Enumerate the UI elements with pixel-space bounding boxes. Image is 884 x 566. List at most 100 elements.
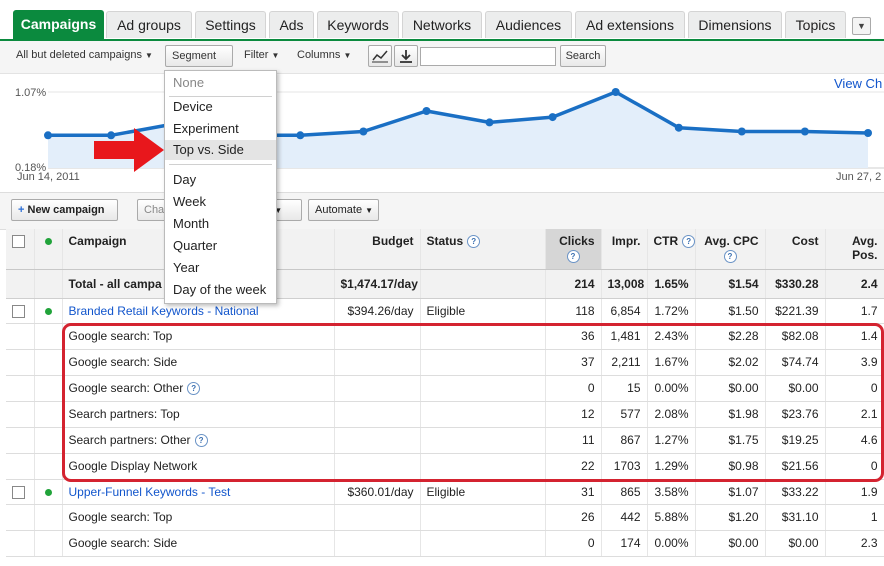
help-icon[interactable]: ?	[194, 434, 208, 448]
graph-toggle-button[interactable]	[368, 45, 392, 67]
row-checkbox[interactable]	[12, 304, 25, 318]
header-clicks[interactable]: Clicks?	[545, 229, 602, 270]
chart-data-point[interactable]	[359, 127, 368, 136]
header-avg-cpc[interactable]: Avg. CPC?	[695, 229, 766, 270]
row-cost: $221.39	[765, 298, 826, 324]
row-impr: 442	[601, 504, 648, 531]
segment-option-quarter[interactable]: Quarter	[173, 238, 218, 253]
row-name-text: Branded Retail Keywords - National	[68, 303, 259, 318]
row-pos: 0	[825, 453, 884, 480]
segment-option-top-vs-side[interactable]: Top vs. Side	[165, 140, 276, 160]
y-axis-bottom-label: 0.18%	[15, 162, 47, 174]
row-ctr: 1.27%	[647, 427, 696, 454]
chart-data-point[interactable]	[674, 123, 683, 132]
row-pos: 3.9	[825, 349, 884, 376]
row-status	[420, 401, 546, 428]
row-name-text: Google search: Other	[68, 380, 184, 395]
header-budget[interactable]: Budget	[334, 229, 421, 270]
status-dot-icon	[44, 238, 52, 246]
row-pos: 1.7	[825, 298, 884, 324]
chart-data-point[interactable]	[548, 113, 557, 122]
help-icon[interactable]: ?	[723, 250, 737, 264]
segment-name: Google search: Side	[62, 530, 335, 557]
tab-ad-extensions[interactable]: Ad extensions	[575, 11, 685, 38]
segment-name: Search partners: Top	[62, 401, 335, 428]
row-impr: 174	[601, 530, 648, 557]
download-icon	[400, 50, 412, 63]
row-select-cell	[6, 323, 35, 350]
chart-data-point[interactable]	[422, 107, 431, 115]
header-avg-pos[interactable]: Avg. Pos.	[825, 229, 884, 270]
columns-dropdown[interactable]: Columns ▼	[297, 49, 351, 61]
segment-option-day[interactable]: Day	[173, 172, 197, 187]
header-ctr[interactable]: CTR?	[647, 229, 696, 270]
campaign-filter-label: All but deleted campaigns	[16, 49, 142, 61]
search-input[interactable]	[420, 47, 556, 66]
segment-row: Google search: Top 26 442 5.88% $1.20 $31.10 1	[6, 504, 884, 531]
chart-data-point[interactable]	[737, 127, 746, 136]
row-pos: 1.9	[825, 479, 884, 505]
header-cost[interactable]: Cost	[765, 229, 826, 270]
chart-data-point[interactable]	[611, 88, 620, 96]
segment-button[interactable]: Segment ▼	[165, 45, 233, 81]
row-status: Eligible	[420, 479, 546, 505]
segment-option-none[interactable]: None	[173, 75, 205, 90]
segment-option-month[interactable]: Month	[173, 216, 210, 231]
tab-ad-groups[interactable]: Ad groups	[106, 11, 192, 38]
segment-option-experiment[interactable]: Experiment	[173, 121, 239, 136]
enabled-status-icon[interactable]	[44, 488, 52, 496]
help-icon[interactable]: ?	[682, 235, 694, 249]
enabled-status-icon[interactable]	[44, 307, 52, 315]
row-checkbox[interactable]	[12, 485, 25, 499]
help-icon[interactable]: ?	[187, 382, 201, 396]
total-pos: 2.4	[825, 269, 884, 299]
row-select-cell	[6, 427, 35, 454]
help-icon[interactable]: ?	[467, 235, 481, 249]
segment-option-device[interactable]: Device	[173, 99, 213, 114]
row-status-cell	[34, 530, 63, 557]
total-budget: $1,474.17/day	[334, 269, 421, 299]
tab-dimensions[interactable]: Dimensions	[688, 11, 782, 38]
campaign-filter-dropdown[interactable]: All but deleted campaigns ▼	[16, 49, 153, 61]
chart-data-point[interactable]	[800, 127, 809, 136]
help-icon[interactable]: ?	[566, 250, 580, 264]
tab-campaigns[interactable]: Campaigns	[13, 10, 104, 39]
chart-data-point[interactable]	[864, 129, 872, 137]
header-status[interactable]: Status?	[420, 229, 546, 270]
row-name-text: Upper-Funnel Keywords - Test	[68, 484, 231, 499]
chart-data-point[interactable]	[485, 118, 494, 127]
filter-dropdown[interactable]: Filter ▼	[244, 49, 279, 61]
tab-keywords[interactable]: Keywords	[317, 11, 399, 38]
header-impr[interactable]: Impr.	[601, 229, 648, 270]
segment-row: Google search: Side 0 174 0.00% $0.00 $0.00 2.…	[6, 530, 884, 557]
tab-audiences[interactable]: Audiences	[485, 11, 572, 38]
automate-button[interactable]: Automate ▼	[308, 199, 379, 221]
new-campaign-button[interactable]: + New campaign	[11, 199, 118, 221]
tab-settings[interactable]: Settings	[195, 11, 266, 38]
tab-ads[interactable]: Ads	[269, 11, 314, 38]
segment-option-day-of-week[interactable]: Day of the week	[173, 282, 267, 297]
chevron-down-icon: ▼	[343, 51, 352, 60]
view-change-history-link[interactable]: View Ch	[834, 76, 883, 91]
chart-data-point[interactable]	[296, 131, 305, 140]
chart-data-point[interactable]	[107, 131, 116, 140]
status-dot-header	[34, 229, 63, 270]
row-cost: $33.22	[765, 479, 826, 505]
chart-data-point[interactable]	[44, 131, 52, 140]
more-tabs-button[interactable]: ▼	[852, 17, 871, 35]
row-cpc: $1.75	[695, 427, 766, 454]
download-button[interactable]	[394, 45, 418, 67]
tab-networks[interactable]: Networks	[402, 11, 482, 38]
search-button[interactable]: Search	[560, 45, 606, 67]
tab-topics[interactable]: Topics	[785, 11, 846, 38]
campaign-name-link[interactable]: Upper-Funnel Keywords - Test	[62, 479, 335, 505]
segment-option-year[interactable]: Year	[173, 260, 200, 275]
total-row: Total - all campa $1,474.17/day 214 13,0…	[6, 269, 884, 299]
row-cpc: $2.02	[695, 349, 766, 376]
select-all-checkbox[interactable]	[12, 235, 25, 249]
new-campaign-label: New campaign	[27, 204, 105, 216]
segment-option-week[interactable]: Week	[173, 194, 206, 209]
y-axis-top-label: 1.07%	[15, 87, 47, 99]
change-status-button[interactable]: Cha	[137, 199, 171, 221]
total-empty-cell	[6, 269, 35, 299]
